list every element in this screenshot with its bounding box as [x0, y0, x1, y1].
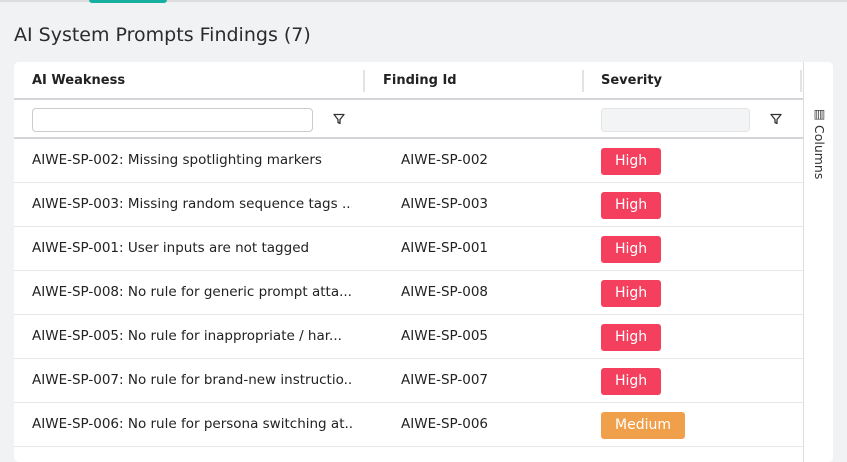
column-resize-handle[interactable] — [800, 70, 802, 92]
severity-badge: High — [601, 148, 662, 175]
column-resize-handle[interactable] — [363, 70, 365, 92]
ai-weakness-cell: AIWE-SP-008: No rule for generic prompt … — [32, 284, 352, 300]
finding-id-cell: AIWE-SP-002 — [401, 152, 489, 168]
table-row[interactable]: AIWE-SP-003: Missing random sequence tag… — [14, 183, 803, 227]
columns-toggle[interactable]: ▥ Columns — [812, 106, 827, 180]
ai-weakness-cell: AIWE-SP-001: User inputs are not tagged — [32, 240, 310, 256]
ai-weakness-cell: AIWE-SP-006: No rule for persona switchi… — [32, 416, 352, 432]
table-row[interactable]: AIWE-SP-007: No rule for brand-new instr… — [14, 359, 803, 403]
top-divider — [0, 0, 847, 2]
finding-id-cell: AIWE-SP-008 — [401, 284, 489, 300]
filter-row — [14, 100, 803, 139]
findings-grid: AI Weakness Finding Id Severity AIWE-SP-… — [14, 62, 833, 462]
table-row[interactable]: AIWE-SP-006: No rule for persona switchi… — [14, 403, 803, 447]
table-row[interactable]: AIWE-SP-001: User inputs are not tagged … — [14, 227, 803, 271]
finding-id-cell: AIWE-SP-006 — [401, 416, 489, 432]
severity-badge: High — [601, 236, 662, 263]
columns-side-panel[interactable]: ▥ Columns — [803, 62, 833, 462]
severity-badge: High — [601, 324, 662, 351]
table-row[interactable]: AIWE-SP-005: No rule for inappropriate /… — [14, 315, 803, 359]
ai-weakness-cell: AIWE-SP-007: No rule for brand-new instr… — [32, 372, 352, 388]
finding-id-cell: AIWE-SP-003 — [401, 196, 489, 212]
column-resize-handle[interactable] — [582, 70, 584, 92]
finding-id-cell: AIWE-SP-007 — [401, 372, 489, 388]
severity-badge: High — [601, 280, 662, 307]
severity-badge: High — [601, 192, 662, 219]
ai-weakness-cell: AIWE-SP-005: No rule for inappropriate /… — [32, 328, 342, 344]
col-header-finding-id[interactable]: Finding Id — [383, 73, 457, 88]
columns-icon: ▥ — [812, 106, 827, 125]
col-header-severity[interactable]: Severity — [601, 73, 663, 88]
finding-id-cell: AIWE-SP-005 — [401, 328, 489, 344]
filter-icon[interactable] — [332, 112, 346, 126]
ai-weakness-cell: AIWE-SP-003: Missing random sequence tag… — [32, 196, 352, 212]
severity-badge: High — [601, 368, 662, 395]
ai-weakness-filter-input[interactable] — [32, 108, 313, 132]
severity-filter-input[interactable] — [601, 108, 750, 132]
table-row[interactable]: AIWE-SP-008: No rule for generic prompt … — [14, 271, 803, 315]
filter-icon[interactable] — [769, 112, 783, 126]
ai-weakness-cell: AIWE-SP-002: Missing spotlighting marker… — [32, 152, 322, 168]
active-tab-indicator — [89, 0, 167, 3]
severity-badge: Medium — [601, 412, 685, 439]
page-title: AI System Prompts Findings (7) — [14, 24, 311, 46]
col-header-ai-weakness[interactable]: AI Weakness — [32, 73, 126, 88]
table-row[interactable]: AIWE-SP-002: Missing spotlighting marker… — [14, 139, 803, 183]
finding-id-cell: AIWE-SP-001 — [401, 240, 489, 256]
grid-header: AI Weakness Finding Id Severity — [14, 62, 803, 100]
